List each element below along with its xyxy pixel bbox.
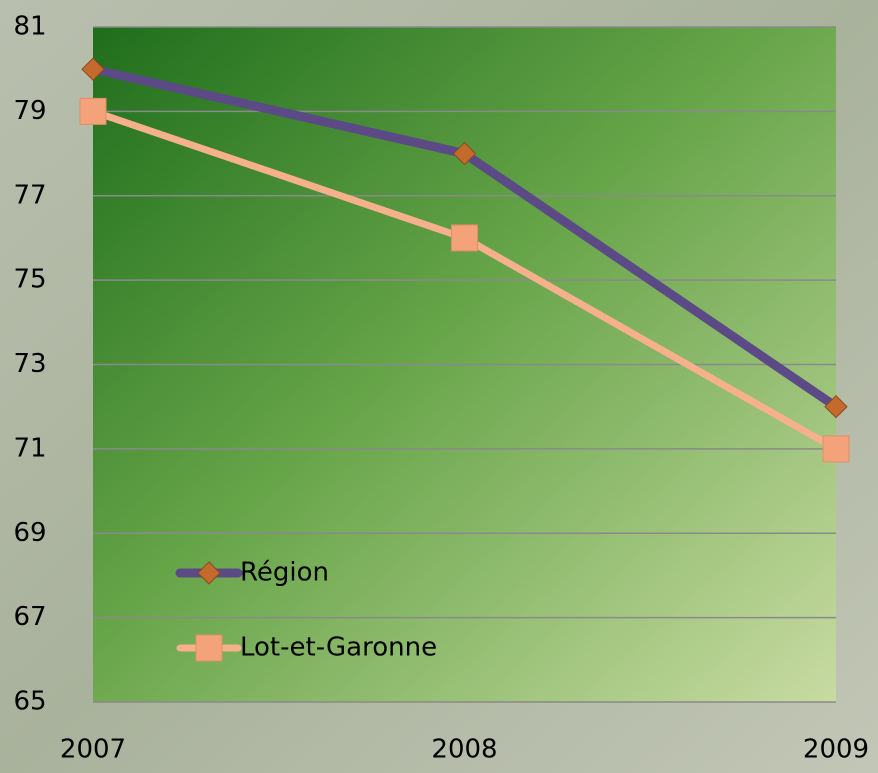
legend-marker: [195, 634, 223, 662]
y-tick-label: 69: [13, 518, 46, 548]
y-tick-label: 75: [13, 265, 46, 295]
data-point: [452, 141, 477, 166]
x-tick-label: 2007: [60, 735, 126, 765]
y-tick-label: 79: [13, 96, 46, 126]
legend-label: Lot-et-Garonne: [240, 633, 437, 663]
data-point: [79, 97, 107, 125]
data-point: [451, 224, 478, 252]
y-tick-label: 65: [13, 687, 46, 717]
x-tick-label: 2009: [803, 735, 869, 765]
y-tick-label: 73: [13, 349, 46, 379]
y-tick-label: 71: [13, 433, 46, 463]
y-tick-label: 67: [13, 602, 46, 632]
y-tick-label: 77: [13, 180, 46, 210]
legend-marker: [197, 561, 221, 585]
legend-label: Région: [240, 558, 329, 588]
data-point: [822, 435, 850, 463]
y-tick-label: 81: [13, 12, 46, 42]
data-point: [824, 394, 848, 419]
data-point: [81, 57, 105, 81]
x-tick-label: 2008: [431, 735, 497, 765]
